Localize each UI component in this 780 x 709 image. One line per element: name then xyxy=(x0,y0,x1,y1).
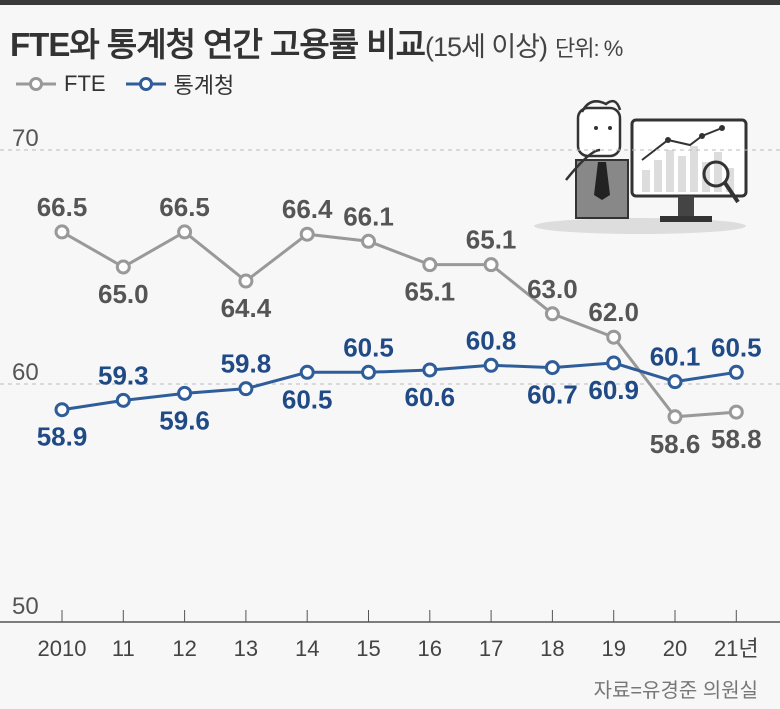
data-point xyxy=(54,224,70,240)
y-tick-label: 60 xyxy=(12,359,39,386)
data-label: 60.8 xyxy=(466,325,517,355)
data-label: 65.1 xyxy=(466,225,517,255)
data-point xyxy=(728,364,744,380)
data-point xyxy=(667,374,683,390)
data-label: 66.5 xyxy=(37,192,88,222)
source-note: 자료=유경준 의원실 xyxy=(593,680,758,702)
legend-marker-fte-icon xyxy=(16,77,56,91)
chart-title: FTE와 통계청 연간 고용률 비교(15세 이상) 단위: % xyxy=(10,18,623,66)
data-label: 60.9 xyxy=(588,375,639,405)
data-point xyxy=(483,257,499,273)
unit-label: 단위: % xyxy=(555,36,623,61)
x-tick-label: 16 xyxy=(418,636,442,661)
subtitle: (15세 이상) xyxy=(424,32,548,62)
data-label: 58.9 xyxy=(37,422,88,452)
x-tick-label: 21년 xyxy=(714,636,759,661)
data-label: 60.5 xyxy=(343,332,394,362)
legend-item-fte: FTE xyxy=(14,71,106,97)
data-point xyxy=(299,226,315,242)
data-point xyxy=(115,392,131,408)
series-layer: 66.5 65.0 66.5 64.4 66.4 66.1 65.1 65.1 63.0 62.0… xyxy=(37,192,762,459)
data-point xyxy=(177,224,193,240)
data-label: 63.0 xyxy=(527,274,578,304)
legend-label-fte: FTE xyxy=(64,71,106,96)
data-point xyxy=(483,357,499,373)
legend-marker-stat-icon xyxy=(125,77,166,91)
data-label: 65.1 xyxy=(404,277,455,307)
x-tick-label: 14 xyxy=(295,636,319,661)
data-label: 59.3 xyxy=(98,360,149,390)
title-text: FTE와 통계청 연간 고용률 비교 xyxy=(10,26,426,63)
data-label: 66.5 xyxy=(159,192,210,222)
x-tick-label: 20 xyxy=(663,636,687,661)
axes: 50 60 70 2010 11 12 13 14 15 16 17 18 19 20 21년 xyxy=(0,125,780,661)
data-label: 58.6 xyxy=(650,429,701,459)
y-tick-label: 50 xyxy=(12,593,39,620)
data-label: 60.7 xyxy=(527,380,578,410)
x-tick-label: 2010 xyxy=(38,636,87,661)
x-tick-label: 13 xyxy=(234,636,258,661)
data-point xyxy=(544,306,560,322)
series-line-stat xyxy=(61,361,737,412)
series-line-fte xyxy=(61,230,737,419)
data-label: 65.0 xyxy=(98,279,149,309)
data-point xyxy=(422,362,438,378)
data-label: 60.6 xyxy=(404,382,455,412)
analyst-illustration xyxy=(534,99,748,234)
data-label: 66.1 xyxy=(343,201,394,231)
data-point xyxy=(606,329,622,345)
data-label: 58.8 xyxy=(711,424,762,454)
data-point xyxy=(361,364,376,380)
data-label: 59.8 xyxy=(221,349,272,379)
data-point xyxy=(54,402,70,418)
data-label: 60.5 xyxy=(711,332,762,362)
data-point xyxy=(728,404,744,420)
x-tick-label: 17 xyxy=(479,636,503,661)
legend: FTE 통계청 xyxy=(14,68,246,100)
data-point xyxy=(422,257,438,273)
data-label: 59.6 xyxy=(159,405,210,435)
data-label: 60.1 xyxy=(650,342,701,372)
x-tick-label: 15 xyxy=(356,636,380,661)
data-point xyxy=(177,385,193,401)
x-tick-label: 19 xyxy=(601,636,625,661)
top-bar xyxy=(0,0,780,5)
data-point xyxy=(606,355,622,371)
y-tick-label: 70 xyxy=(12,125,39,152)
data-point xyxy=(238,273,254,289)
data-point xyxy=(115,259,131,275)
data-label: 66.4 xyxy=(282,194,333,224)
data-point xyxy=(544,360,560,376)
data-point xyxy=(667,409,683,425)
data-point xyxy=(299,364,315,380)
data-label: 64.4 xyxy=(221,293,272,323)
x-tick-label: 18 xyxy=(540,636,564,661)
legend-item-stat: 통계청 xyxy=(124,68,235,100)
data-point xyxy=(361,233,376,249)
legend-label-stat: 통계청 xyxy=(173,73,235,98)
data-label: 62.0 xyxy=(588,297,639,327)
data-label: 60.5 xyxy=(282,384,333,414)
data-point xyxy=(238,381,254,397)
x-tick-label: 12 xyxy=(172,636,196,661)
x-tick-label: 11 xyxy=(112,636,135,661)
